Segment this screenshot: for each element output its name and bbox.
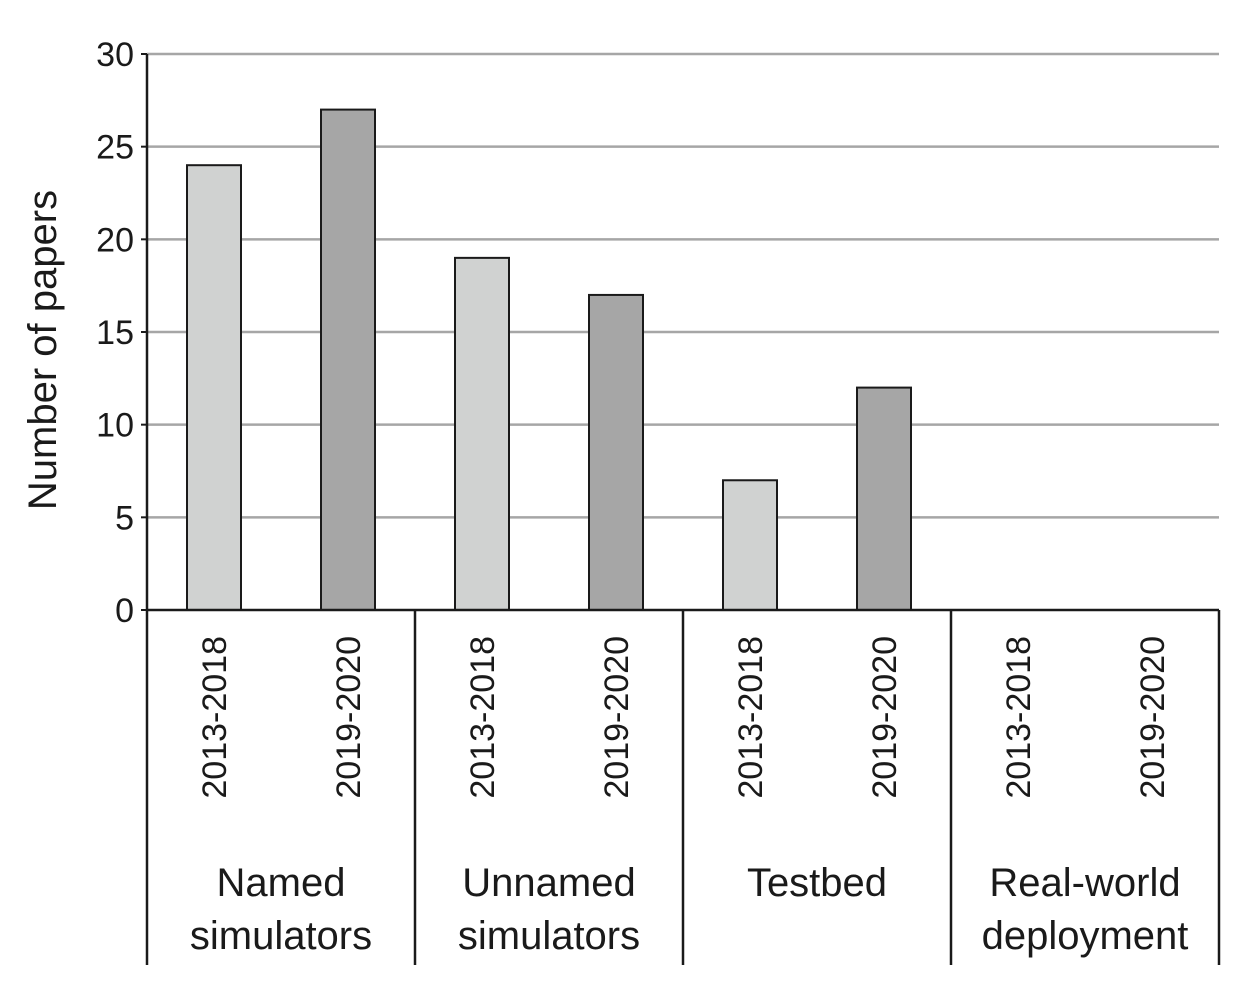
y-tick-label: 30 bbox=[96, 36, 134, 74]
group-label: deployment bbox=[982, 914, 1189, 958]
bar bbox=[320, 108, 376, 611]
y-tick-label: 15 bbox=[96, 314, 134, 352]
x-tick-label: 2019-2020 bbox=[598, 636, 636, 799]
x-tick-label: 2013-2018 bbox=[1000, 636, 1038, 799]
group-label: Testbed bbox=[747, 861, 887, 905]
y-tick-labels: 0 5 10 15 20 25 30 bbox=[96, 36, 134, 630]
bar bbox=[722, 479, 778, 611]
gridlines bbox=[147, 52, 1219, 519]
group-labels: Named simulators Unnamed simulators Testbed R… bbox=[190, 861, 1189, 958]
bars bbox=[186, 108, 912, 611]
x-tick-label: 2013-2018 bbox=[464, 636, 502, 799]
bar bbox=[186, 164, 242, 611]
x-tick-label: 2019-2020 bbox=[1134, 636, 1172, 799]
x-tick-label: 2019-2020 bbox=[866, 636, 904, 799]
bar bbox=[454, 256, 510, 611]
axes bbox=[141, 53, 1221, 965]
group-label: Unnamed bbox=[462, 861, 635, 905]
bar bbox=[856, 386, 912, 611]
group-label: simulators bbox=[190, 914, 372, 958]
y-tick-label: 20 bbox=[96, 221, 134, 259]
bar bbox=[588, 293, 644, 611]
group-label: simulators bbox=[458, 914, 640, 958]
y-tick-label: 10 bbox=[96, 407, 134, 445]
x-tick-label: 2013-2018 bbox=[196, 636, 234, 799]
y-tick-label: 5 bbox=[115, 499, 134, 537]
x-tick-label: 2019-2020 bbox=[330, 636, 368, 799]
x-tick-label: 2013-2018 bbox=[732, 636, 770, 799]
x-tick-labels: 2013-2018 2019-2020 2013-2018 2019-2020 2013… bbox=[196, 636, 1172, 799]
y-tick-label: 0 bbox=[115, 592, 134, 630]
group-label: Named bbox=[217, 861, 346, 905]
y-tick-label: 25 bbox=[96, 129, 134, 167]
group-label: Real-world bbox=[989, 861, 1180, 905]
y-axis-label: Number of papers bbox=[21, 190, 65, 510]
